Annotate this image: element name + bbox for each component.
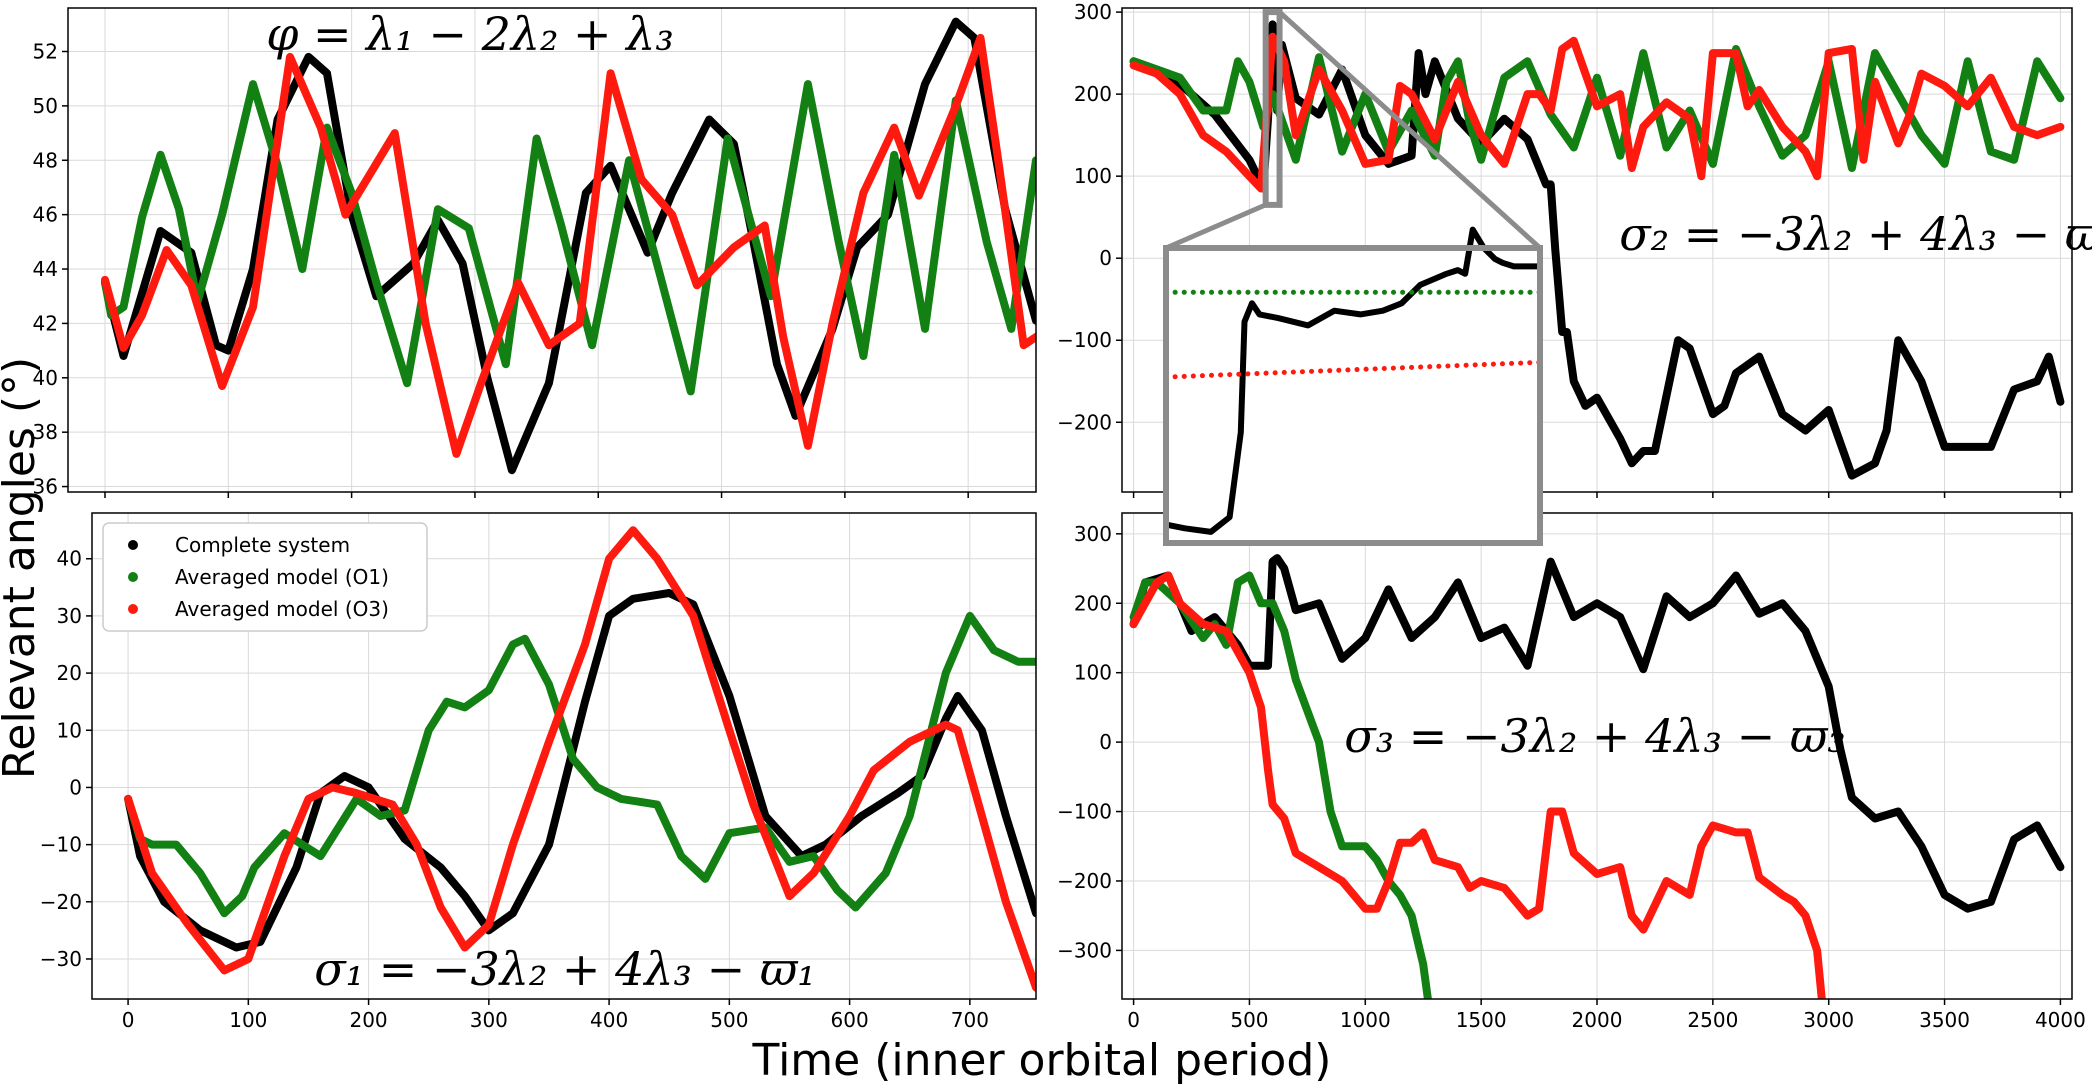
series-line-o1 xyxy=(1129,571,1432,999)
y-tick-label: −10 xyxy=(40,833,82,857)
sigma3-formula: σ₃ = −3λ₂ + 4λ₃ − ϖ₃ xyxy=(1344,709,1845,763)
x-tick-label: 0 xyxy=(122,1008,135,1032)
inset-series-o3 xyxy=(1163,359,1543,380)
axes-frame xyxy=(91,512,1037,1000)
legend-marker xyxy=(128,604,138,614)
y-tick-label: 40 xyxy=(33,366,58,390)
x-tick-label: 700 xyxy=(951,1008,989,1032)
legend: Complete system Averaged model (O1) Averag… xyxy=(102,522,428,632)
x-tick-label: 1500 xyxy=(1456,1008,1507,1032)
x-axis-label: Time (inner orbital period) xyxy=(752,1035,1332,1086)
y-tick-label: 36 xyxy=(33,475,58,499)
y-tick-label: 20 xyxy=(57,661,82,685)
x-tick-label: 2500 xyxy=(1687,1008,1738,1032)
y-tick-label: −100 xyxy=(1057,800,1112,824)
series-line-o3 xyxy=(1129,571,1826,999)
phi-formula: φ = λ₁ − 2λ₂ + λ₃ xyxy=(266,7,674,61)
series-line-o3 xyxy=(1129,32,2065,193)
zoom-connector xyxy=(1165,202,1267,251)
zoom-inset xyxy=(1163,9,1543,546)
y-tick-label: 46 xyxy=(33,203,58,227)
y-tick-label: 10 xyxy=(57,718,82,742)
y-axis-label: Relevant angles (°) xyxy=(0,357,45,779)
axes-frame xyxy=(67,7,1037,493)
series-line-o1 xyxy=(101,80,1036,396)
y-tick-label: 40 xyxy=(57,547,82,571)
y-tick-label: 52 xyxy=(33,40,58,64)
series-line-o3 xyxy=(124,526,1036,992)
y-tick-label: −300 xyxy=(1057,938,1112,962)
x-tick-label: 100 xyxy=(229,1008,267,1032)
x-tick-label: 3500 xyxy=(1919,1008,1970,1032)
sigma2-formula: σ₂ = −3λ₂ + 4λ₃ − ϖ₂ xyxy=(1619,207,2092,261)
x-tick-label: 500 xyxy=(710,1008,748,1032)
x-tick-label: 3000 xyxy=(1803,1008,1854,1032)
series-line-complete xyxy=(1129,20,2065,480)
y-tick-label: 0 xyxy=(1099,730,1112,754)
y-tick-label: 42 xyxy=(33,311,58,335)
x-tick-label: 1000 xyxy=(1340,1008,1391,1032)
legend-marker xyxy=(128,572,138,582)
y-tick-label: 200 xyxy=(1074,82,1112,106)
y-tick-label: 100 xyxy=(1074,661,1112,685)
x-tick-label: 4000 xyxy=(2035,1008,2086,1032)
zoom-connector xyxy=(1277,10,1542,250)
y-tick-label: −100 xyxy=(1057,328,1112,352)
y-tick-label: −200 xyxy=(1057,869,1112,893)
y-tick-label: 44 xyxy=(33,257,58,281)
sigma1-formula: σ₁ = −3λ₂ + 4λ₃ − ϖ₁ xyxy=(314,942,815,996)
zoom-inset-frame xyxy=(1163,245,1543,546)
x-tick-label: 600 xyxy=(831,1008,869,1032)
y-tick-label: 0 xyxy=(69,775,82,799)
y-tick-label: 100 xyxy=(1074,164,1112,188)
series-line-o1 xyxy=(124,611,1036,918)
series-line-o3 xyxy=(101,33,1036,458)
legend-label: Averaged model (O3) xyxy=(175,597,389,621)
x-tick-label: 300 xyxy=(470,1008,508,1032)
legend-marker xyxy=(128,540,138,550)
y-tick-label: 300 xyxy=(1074,522,1112,546)
x-tick-label: 200 xyxy=(349,1008,387,1032)
y-tick-label: 48 xyxy=(33,148,58,172)
x-tick-label: 400 xyxy=(590,1008,628,1032)
y-tick-label: 50 xyxy=(33,94,58,118)
zoom-source-box xyxy=(1262,9,1283,208)
legend-label: Averaged model (O1) xyxy=(175,565,389,589)
panel-phi: 36 38 40 42 44 46 48 50 52 xyxy=(33,7,1037,499)
y-tick-label: 300 xyxy=(1074,0,1112,24)
series-line-complete xyxy=(124,589,1036,952)
x-tick-label: 0 xyxy=(1127,1008,1140,1032)
series-line-complete xyxy=(1129,554,2065,913)
y-tick-label: −200 xyxy=(1057,410,1112,434)
y-tick-label: 30 xyxy=(57,604,82,628)
x-tick-label: 500 xyxy=(1230,1008,1268,1032)
y-tick-label: 38 xyxy=(33,420,58,444)
x-tick-label: 2000 xyxy=(1572,1008,1623,1032)
y-tick-label: −20 xyxy=(40,890,82,914)
y-tick-label: 0 xyxy=(1099,246,1112,270)
y-tick-label: 200 xyxy=(1074,591,1112,615)
panel-sigma2: 300 200 100 0 −100 −200 xyxy=(1057,0,2073,498)
legend-frame xyxy=(102,522,428,632)
y-tick-label: −30 xyxy=(40,947,82,971)
legend-label: Complete system xyxy=(175,533,350,557)
series-line-complete xyxy=(101,17,1036,475)
